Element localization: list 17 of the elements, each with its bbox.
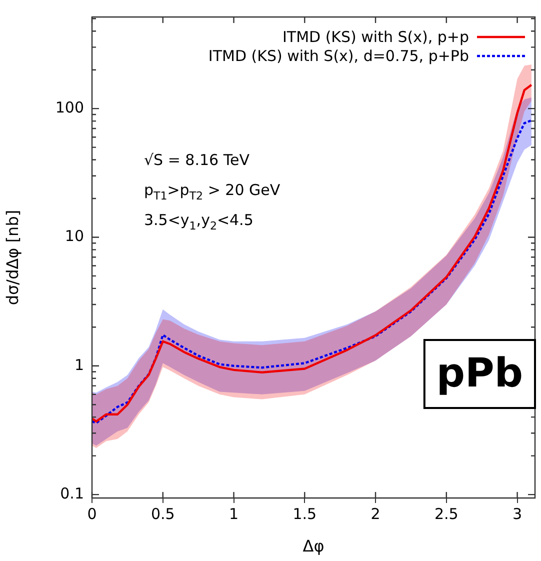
y-tick-label: 0.1 bbox=[60, 484, 84, 502]
x-tick-label: 0 bbox=[87, 504, 97, 523]
x-axis-title: Δφ bbox=[302, 536, 324, 556]
annotation: √S = 8.16 TeV bbox=[144, 151, 250, 169]
legend-label: ITMD (KS) with S(x), p+p bbox=[282, 28, 470, 46]
y-tick-label: 100 bbox=[55, 98, 84, 116]
x-tick-label: 1 bbox=[228, 504, 239, 523]
y-tick-label: 10 bbox=[64, 227, 84, 246]
x-tick-label: 2.5 bbox=[434, 504, 458, 523]
legend-label: ITMD (KS) with S(x), d=0.75, p+Pb bbox=[208, 47, 470, 65]
y-tick-label: 1 bbox=[74, 356, 84, 374]
x-tick-label: 2 bbox=[370, 504, 380, 523]
y-axis-title: dσ/dΔφ [nb] bbox=[2, 210, 22, 306]
x-tick-label: 0.5 bbox=[150, 504, 175, 523]
x-tick-label: 3 bbox=[512, 504, 522, 523]
x-tick-label: 1.5 bbox=[292, 504, 317, 523]
annotation: pPb bbox=[436, 350, 524, 396]
